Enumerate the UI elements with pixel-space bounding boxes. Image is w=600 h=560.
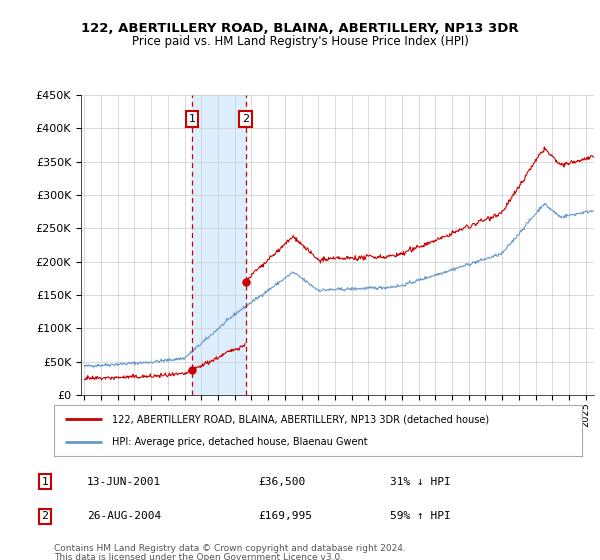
Text: 13-JUN-2001: 13-JUN-2001 [87,477,161,487]
Text: Contains HM Land Registry data © Crown copyright and database right 2024.: Contains HM Land Registry data © Crown c… [54,544,406,553]
Text: 26-AUG-2004: 26-AUG-2004 [87,511,161,521]
Text: This data is licensed under the Open Government Licence v3.0.: This data is licensed under the Open Gov… [54,553,343,560]
Text: 2: 2 [41,511,49,521]
Text: 2: 2 [242,114,249,124]
Text: 1: 1 [188,114,196,124]
Bar [192,95,245,395]
Text: Price paid vs. HM Land Registry's House Price Index (HPI): Price paid vs. HM Land Registry's House … [131,35,469,48]
Text: 122, ABERTILLERY ROAD, BLAINA, ABERTILLERY, NP13 3DR: 122, ABERTILLERY ROAD, BLAINA, ABERTILLE… [81,22,519,35]
Text: 31% ↓ HPI: 31% ↓ HPI [390,477,451,487]
Text: £36,500: £36,500 [258,477,305,487]
Text: £169,995: £169,995 [258,511,312,521]
Text: 1: 1 [41,477,49,487]
Text: 59% ↑ HPI: 59% ↑ HPI [390,511,451,521]
Text: 122, ABERTILLERY ROAD, BLAINA, ABERTILLERY, NP13 3DR (detached house): 122, ABERTILLERY ROAD, BLAINA, ABERTILLE… [112,414,489,424]
Text: HPI: Average price, detached house, Blaenau Gwent: HPI: Average price, detached house, Blae… [112,437,368,447]
